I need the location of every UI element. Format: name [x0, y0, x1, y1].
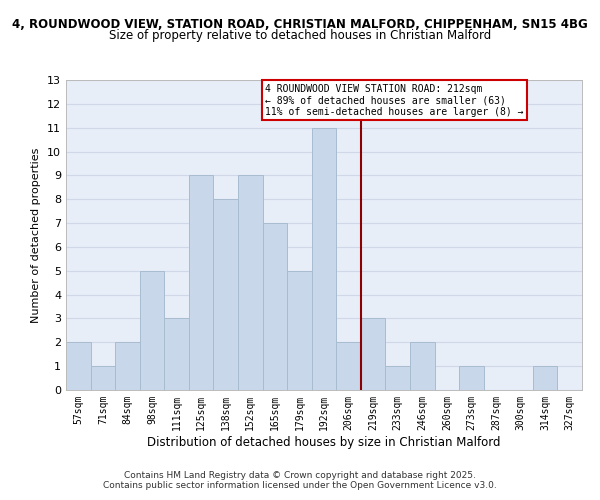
Bar: [361, 318, 385, 390]
Bar: [336, 342, 361, 390]
Bar: [533, 366, 557, 390]
Bar: [66, 342, 91, 390]
Bar: [385, 366, 410, 390]
Bar: [214, 199, 238, 390]
Bar: [189, 176, 214, 390]
Bar: [287, 271, 312, 390]
Text: 4, ROUNDWOOD VIEW, STATION ROAD, CHRISTIAN MALFORD, CHIPPENHAM, SN15 4BG: 4, ROUNDWOOD VIEW, STATION ROAD, CHRISTI…: [12, 18, 588, 30]
Text: 4 ROUNDWOOD VIEW STATION ROAD: 212sqm
← 89% of detached houses are smaller (63)
: 4 ROUNDWOOD VIEW STATION ROAD: 212sqm ← …: [265, 84, 524, 117]
Bar: [263, 223, 287, 390]
Bar: [238, 176, 263, 390]
Y-axis label: Number of detached properties: Number of detached properties: [31, 148, 41, 322]
X-axis label: Distribution of detached houses by size in Christian Malford: Distribution of detached houses by size …: [147, 436, 501, 448]
Bar: [91, 366, 115, 390]
Bar: [140, 271, 164, 390]
Bar: [459, 366, 484, 390]
Bar: [115, 342, 140, 390]
Text: Size of property relative to detached houses in Christian Malford: Size of property relative to detached ho…: [109, 29, 491, 42]
Bar: [410, 342, 434, 390]
Bar: [312, 128, 336, 390]
Text: Contains HM Land Registry data © Crown copyright and database right 2025.
Contai: Contains HM Land Registry data © Crown c…: [103, 470, 497, 490]
Bar: [164, 318, 189, 390]
